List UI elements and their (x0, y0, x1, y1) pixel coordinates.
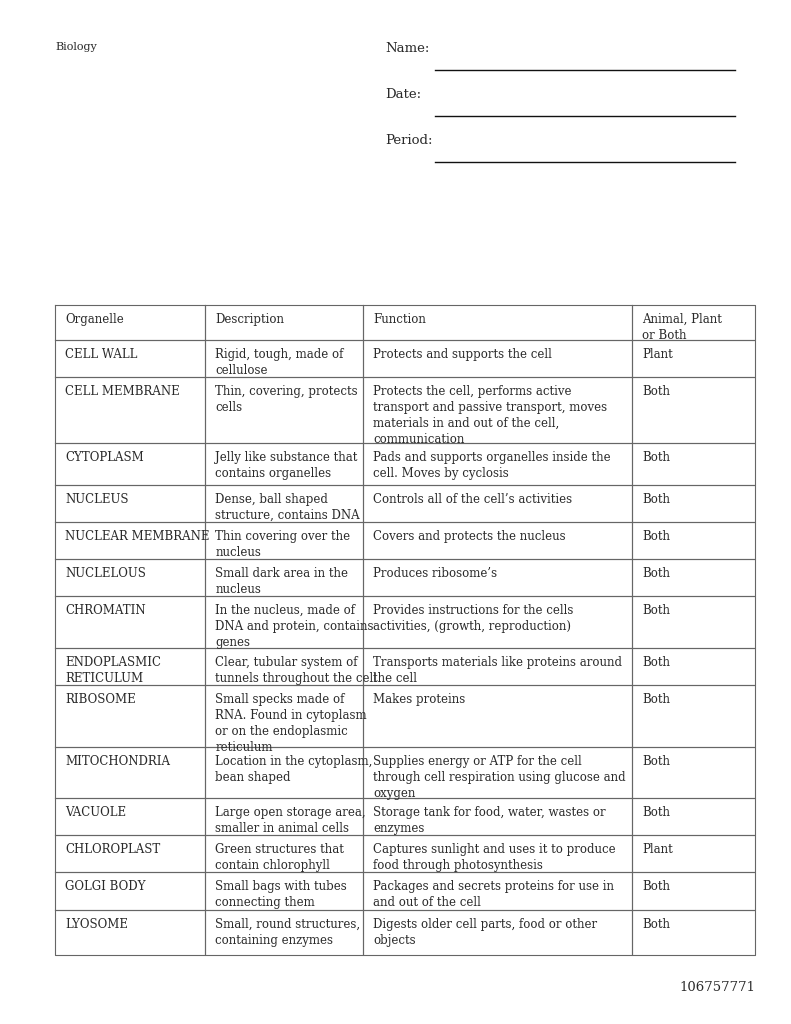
Text: Biology: Biology (55, 42, 97, 52)
Text: Both: Both (642, 385, 671, 398)
Text: Period:: Period: (385, 134, 433, 147)
Text: Small, round structures,
containing enzymes: Small, round structures, containing enzy… (215, 918, 361, 946)
Text: Makes proteins: Makes proteins (373, 692, 465, 706)
Text: Clear, tubular system of
tunnels throughout the cell: Clear, tubular system of tunnels through… (215, 655, 377, 684)
Text: Both: Both (642, 918, 671, 931)
Text: Packages and secrets proteins for use in
and out of the cell: Packages and secrets proteins for use in… (373, 881, 614, 909)
Text: LYOSOME: LYOSOME (65, 918, 128, 931)
Text: Function: Function (373, 313, 426, 326)
Text: Digests older cell parts, food or other
objects: Digests older cell parts, food or other … (373, 918, 597, 946)
Text: Plant: Plant (642, 844, 673, 856)
Text: CELL MEMBRANE: CELL MEMBRANE (65, 385, 180, 398)
Text: Produces ribosome’s: Produces ribosome’s (373, 567, 497, 580)
Text: Supplies energy or ATP for the cell
through cell respiration using glucose and
o: Supplies energy or ATP for the cell thro… (373, 755, 626, 800)
Text: Small dark area in the
nucleus: Small dark area in the nucleus (215, 567, 349, 596)
Text: Description: Description (215, 313, 285, 326)
Text: RIBOSOME: RIBOSOME (65, 692, 136, 706)
Text: 106757771: 106757771 (679, 981, 755, 994)
Text: Rigid, tough, made of
cellulose: Rigid, tough, made of cellulose (215, 348, 344, 377)
Text: Jelly like substance that
contains organelles: Jelly like substance that contains organ… (215, 452, 358, 480)
Text: Both: Both (642, 493, 671, 506)
Text: MITOCHONDRIA: MITOCHONDRIA (65, 755, 170, 768)
Text: Location in the cytoplasm,
bean shaped: Location in the cytoplasm, bean shaped (215, 755, 373, 783)
Text: Provides instructions for the cells
activities, (growth, reproduction): Provides instructions for the cells acti… (373, 604, 573, 633)
Text: Thin covering over the
nucleus: Thin covering over the nucleus (215, 529, 350, 559)
Text: CHLOROPLAST: CHLOROPLAST (65, 844, 161, 856)
Text: Protects the cell, performs active
transport and passive transport, moves
materi: Protects the cell, performs active trans… (373, 385, 607, 446)
Text: Both: Both (642, 755, 671, 768)
Text: Dense, ball shaped
structure, contains DNA: Dense, ball shaped structure, contains D… (215, 493, 360, 521)
Text: Captures sunlight and uses it to produce
food through photosynthesis: Captures sunlight and uses it to produce… (373, 844, 615, 872)
Text: Green structures that
contain chlorophyll: Green structures that contain chlorophyl… (215, 844, 344, 872)
Text: Both: Both (642, 692, 671, 706)
Text: Animal, Plant
or Both: Animal, Plant or Both (642, 313, 722, 342)
Text: CELL WALL: CELL WALL (65, 348, 138, 361)
Text: Transports materials like proteins around
the cell: Transports materials like proteins aroun… (373, 655, 622, 684)
Text: Both: Both (642, 655, 671, 669)
Text: ENDOPLASMIC
RETICULUM: ENDOPLASMIC RETICULUM (65, 655, 161, 684)
Text: Both: Both (642, 452, 671, 464)
Text: NUCLEUS: NUCLEUS (65, 493, 128, 506)
Text: Thin, covering, protects
cells: Thin, covering, protects cells (215, 385, 358, 415)
Text: Plant: Plant (642, 348, 673, 361)
Text: Both: Both (642, 881, 671, 894)
Text: CHROMATIN: CHROMATIN (65, 604, 146, 616)
Text: Small bags with tubes
connecting them: Small bags with tubes connecting them (215, 881, 347, 909)
Text: Both: Both (642, 567, 671, 580)
Text: Pads and supports organelles inside the
cell. Moves by cyclosis: Pads and supports organelles inside the … (373, 452, 611, 480)
Text: Both: Both (642, 529, 671, 543)
Text: NUCLEAR MEMBRANE: NUCLEAR MEMBRANE (65, 529, 210, 543)
Text: Controls all of the cell’s activities: Controls all of the cell’s activities (373, 493, 572, 506)
Text: GOLGI BODY: GOLGI BODY (65, 881, 146, 894)
Text: In the nucleus, made of
DNA and protein, contains
genes: In the nucleus, made of DNA and protein,… (215, 604, 374, 649)
Text: Large open storage area,
smaller in animal cells: Large open storage area, smaller in anim… (215, 806, 366, 836)
Text: CYTOPLASM: CYTOPLASM (65, 452, 144, 464)
Text: Organelle: Organelle (65, 313, 123, 326)
Text: Both: Both (642, 604, 671, 616)
Text: Covers and protects the nucleus: Covers and protects the nucleus (373, 529, 566, 543)
Text: Small specks made of
RNA. Found in cytoplasm
or on the endoplasmic
reticulum: Small specks made of RNA. Found in cytop… (215, 692, 367, 754)
Text: Protects and supports the cell: Protects and supports the cell (373, 348, 552, 361)
Text: Name:: Name: (385, 42, 430, 55)
Text: NUCLELOUS: NUCLELOUS (65, 567, 146, 580)
Text: Storage tank for food, water, wastes or
enzymes: Storage tank for food, water, wastes or … (373, 806, 606, 836)
Text: Date:: Date: (385, 88, 421, 101)
Text: Both: Both (642, 806, 671, 819)
Text: VACUOLE: VACUOLE (65, 806, 126, 819)
